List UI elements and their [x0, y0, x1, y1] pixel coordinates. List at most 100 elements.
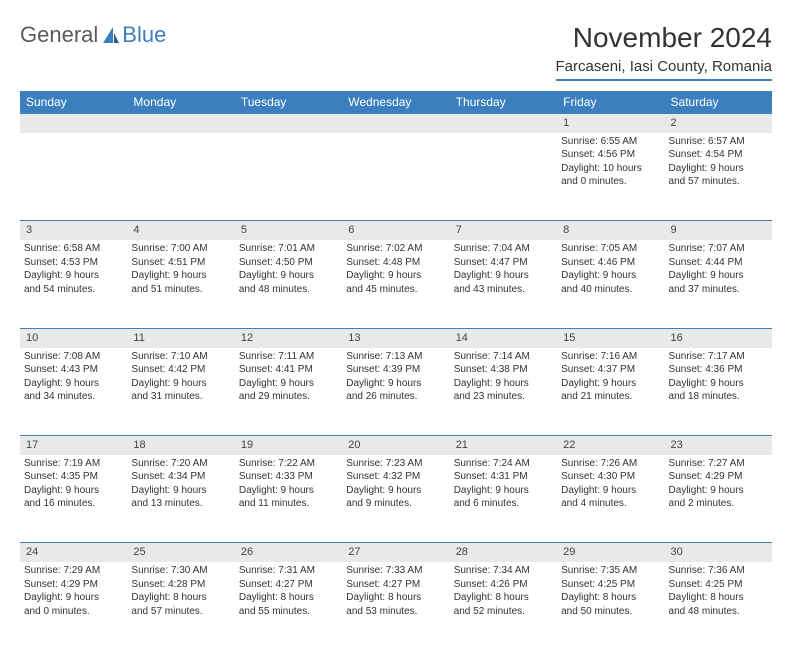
day-cell: [127, 133, 234, 221]
day-day2: and 51 minutes.: [131, 283, 230, 297]
weekday-header: Monday: [127, 91, 234, 114]
day-sunrise: Sunrise: 7:34 AM: [454, 564, 553, 578]
day-cell: Sunrise: 7:04 AMSunset: 4:47 PMDaylight:…: [450, 240, 557, 328]
day-cell: Sunrise: 7:17 AMSunset: 4:36 PMDaylight:…: [665, 348, 772, 436]
day-sunset: Sunset: 4:29 PM: [24, 578, 123, 592]
day-day2: and 26 minutes.: [346, 390, 445, 404]
day-sunrise: Sunrise: 7:33 AM: [346, 564, 445, 578]
day-data-row: Sunrise: 7:19 AMSunset: 4:35 PMDaylight:…: [20, 455, 772, 543]
day-sunrise: Sunrise: 7:10 AM: [131, 350, 230, 364]
day-number: 10: [20, 328, 127, 347]
day-day2: and 34 minutes.: [24, 390, 123, 404]
day-sunrise: Sunrise: 7:11 AM: [239, 350, 338, 364]
day-sunset: Sunset: 4:46 PM: [561, 256, 660, 270]
header: General Blue November 2024 Farcaseni, Ia…: [20, 22, 772, 81]
day-number: [20, 114, 127, 133]
day-sunset: Sunset: 4:28 PM: [131, 578, 230, 592]
day-cell: Sunrise: 7:23 AMSunset: 4:32 PMDaylight:…: [342, 455, 449, 543]
day-day2: and 4 minutes.: [561, 497, 660, 511]
day-number: 20: [342, 436, 449, 455]
day-sunrise: Sunrise: 7:36 AM: [669, 564, 768, 578]
day-cell: Sunrise: 7:20 AMSunset: 4:34 PMDaylight:…: [127, 455, 234, 543]
day-day1: Daylight: 9 hours: [561, 484, 660, 498]
day-sunset: Sunset: 4:47 PM: [454, 256, 553, 270]
day-number: 7: [450, 221, 557, 240]
day-day1: Daylight: 9 hours: [561, 269, 660, 283]
day-cell: Sunrise: 7:22 AMSunset: 4:33 PMDaylight:…: [235, 455, 342, 543]
day-cell: Sunrise: 7:08 AMSunset: 4:43 PMDaylight:…: [20, 348, 127, 436]
day-day1: Daylight: 9 hours: [346, 484, 445, 498]
day-day1: Daylight: 8 hours: [346, 591, 445, 605]
day-cell: Sunrise: 7:11 AMSunset: 4:41 PMDaylight:…: [235, 348, 342, 436]
day-day2: and 2 minutes.: [669, 497, 768, 511]
day-day1: Daylight: 9 hours: [346, 377, 445, 391]
day-number: 2: [665, 114, 772, 133]
weekday-header: Wednesday: [342, 91, 449, 114]
day-sunset: Sunset: 4:54 PM: [669, 148, 768, 162]
day-number: 1: [557, 114, 664, 133]
day-number: 21: [450, 436, 557, 455]
day-day2: and 31 minutes.: [131, 390, 230, 404]
day-day2: and 43 minutes.: [454, 283, 553, 297]
day-sunrise: Sunrise: 7:08 AM: [24, 350, 123, 364]
day-sunrise: Sunrise: 6:55 AM: [561, 135, 660, 149]
day-cell: Sunrise: 7:31 AMSunset: 4:27 PMDaylight:…: [235, 562, 342, 650]
day-data-row: Sunrise: 7:08 AMSunset: 4:43 PMDaylight:…: [20, 348, 772, 436]
day-day2: and 57 minutes.: [131, 605, 230, 619]
day-day1: Daylight: 9 hours: [24, 484, 123, 498]
day-number: 26: [235, 543, 342, 562]
day-cell: Sunrise: 6:55 AMSunset: 4:56 PMDaylight:…: [557, 133, 664, 221]
day-sunset: Sunset: 4:27 PM: [346, 578, 445, 592]
day-day1: Daylight: 9 hours: [669, 377, 768, 391]
day-sunrise: Sunrise: 7:31 AM: [239, 564, 338, 578]
day-number: 3: [20, 221, 127, 240]
day-day2: and 52 minutes.: [454, 605, 553, 619]
day-sunset: Sunset: 4:48 PM: [346, 256, 445, 270]
day-number: 8: [557, 221, 664, 240]
day-day1: Daylight: 9 hours: [239, 484, 338, 498]
day-sunset: Sunset: 4:35 PM: [24, 470, 123, 484]
day-day1: Daylight: 9 hours: [346, 269, 445, 283]
day-sunrise: Sunrise: 7:29 AM: [24, 564, 123, 578]
day-number: 18: [127, 436, 234, 455]
day-day2: and 54 minutes.: [24, 283, 123, 297]
day-sunset: Sunset: 4:44 PM: [669, 256, 768, 270]
day-number: 15: [557, 328, 664, 347]
day-day1: Daylight: 8 hours: [669, 591, 768, 605]
day-day1: Daylight: 10 hours: [561, 162, 660, 176]
day-day1: Daylight: 8 hours: [131, 591, 230, 605]
day-sunset: Sunset: 4:41 PM: [239, 363, 338, 377]
daynum-row: 3456789: [20, 221, 772, 240]
day-sunrise: Sunrise: 7:24 AM: [454, 457, 553, 471]
day-day1: Daylight: 9 hours: [131, 377, 230, 391]
day-cell: Sunrise: 7:19 AMSunset: 4:35 PMDaylight:…: [20, 455, 127, 543]
day-sunset: Sunset: 4:50 PM: [239, 256, 338, 270]
day-day1: Daylight: 9 hours: [454, 377, 553, 391]
day-cell: Sunrise: 7:35 AMSunset: 4:25 PMDaylight:…: [557, 562, 664, 650]
day-cell: Sunrise: 6:58 AMSunset: 4:53 PMDaylight:…: [20, 240, 127, 328]
day-number: 12: [235, 328, 342, 347]
day-sunrise: Sunrise: 7:00 AM: [131, 242, 230, 256]
day-cell: Sunrise: 7:13 AMSunset: 4:39 PMDaylight:…: [342, 348, 449, 436]
day-day1: Daylight: 9 hours: [239, 377, 338, 391]
day-sunrise: Sunrise: 7:35 AM: [561, 564, 660, 578]
day-sunset: Sunset: 4:25 PM: [561, 578, 660, 592]
weekday-header: Tuesday: [235, 91, 342, 114]
day-day2: and 0 minutes.: [24, 605, 123, 619]
daynum-row: 17181920212223: [20, 436, 772, 455]
weekday-header: Friday: [557, 91, 664, 114]
day-sunrise: Sunrise: 7:07 AM: [669, 242, 768, 256]
day-day1: Daylight: 8 hours: [561, 591, 660, 605]
title-block: November 2024 Farcaseni, Iasi County, Ro…: [556, 22, 772, 81]
day-cell: Sunrise: 7:24 AMSunset: 4:31 PMDaylight:…: [450, 455, 557, 543]
day-number: 17: [20, 436, 127, 455]
day-sunrise: Sunrise: 7:02 AM: [346, 242, 445, 256]
day-cell: Sunrise: 7:07 AMSunset: 4:44 PMDaylight:…: [665, 240, 772, 328]
day-day2: and 57 minutes.: [669, 175, 768, 189]
calendar-table: Sunday Monday Tuesday Wednesday Thursday…: [20, 91, 772, 650]
day-sunset: Sunset: 4:51 PM: [131, 256, 230, 270]
day-day2: and 55 minutes.: [239, 605, 338, 619]
day-sunset: Sunset: 4:29 PM: [669, 470, 768, 484]
day-cell: Sunrise: 7:27 AMSunset: 4:29 PMDaylight:…: [665, 455, 772, 543]
day-sunrise: Sunrise: 7:22 AM: [239, 457, 338, 471]
